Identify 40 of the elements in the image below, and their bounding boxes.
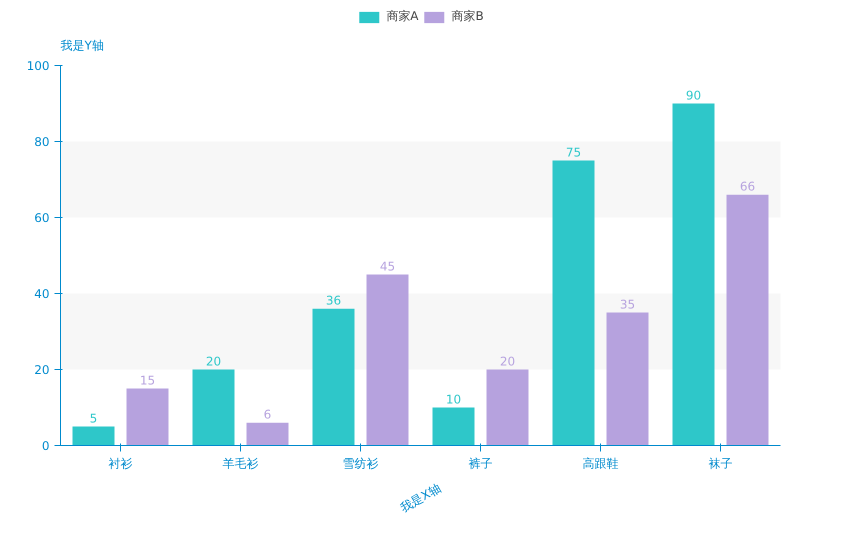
bar xyxy=(312,308,354,446)
legend-label: 商家B xyxy=(451,8,484,25)
bar xyxy=(672,104,714,446)
data-label: 35 xyxy=(620,298,636,312)
data-label: 5 xyxy=(90,412,98,426)
x-axis-title: 我是X轴 xyxy=(398,480,444,516)
bar xyxy=(726,194,768,446)
y-tick-label: 20 xyxy=(34,363,50,377)
y-tick-label: 60 xyxy=(34,211,50,225)
y-axis-title: 我是Y轴 xyxy=(60,38,104,52)
y-tick-label: 40 xyxy=(34,287,50,301)
data-label: 6 xyxy=(264,408,272,422)
y-tick-label: 80 xyxy=(34,135,50,149)
data-label: 10 xyxy=(446,392,462,406)
x-tick-label: 高跟鞋 xyxy=(582,456,618,470)
legend-label: 商家A xyxy=(386,8,418,25)
data-label: 90 xyxy=(686,88,702,102)
x-tick-label: 袜子 xyxy=(708,456,732,470)
data-label: 15 xyxy=(140,374,156,388)
data-label: 20 xyxy=(500,354,516,368)
data-label: 66 xyxy=(740,180,756,194)
x-tick-label: 羊毛衫 xyxy=(222,456,258,470)
bar xyxy=(552,160,594,446)
bar xyxy=(246,422,288,446)
bar xyxy=(126,388,168,446)
y-tick-label: 100 xyxy=(26,59,50,73)
x-tick-label: 衬衫 xyxy=(108,456,132,470)
bar xyxy=(366,274,408,446)
x-tick-label: 裤子 xyxy=(468,456,492,470)
bar xyxy=(432,408,474,446)
x-tick-label: 雪纺衫 xyxy=(342,456,378,470)
data-label: 45 xyxy=(380,260,396,274)
data-label: 20 xyxy=(206,354,222,368)
data-label: 75 xyxy=(566,146,582,160)
data-label: 36 xyxy=(326,294,342,308)
bar xyxy=(486,370,528,446)
y-tick-label: 0 xyxy=(42,439,50,453)
bar xyxy=(72,426,114,446)
bar xyxy=(192,370,234,446)
bar xyxy=(606,312,648,446)
